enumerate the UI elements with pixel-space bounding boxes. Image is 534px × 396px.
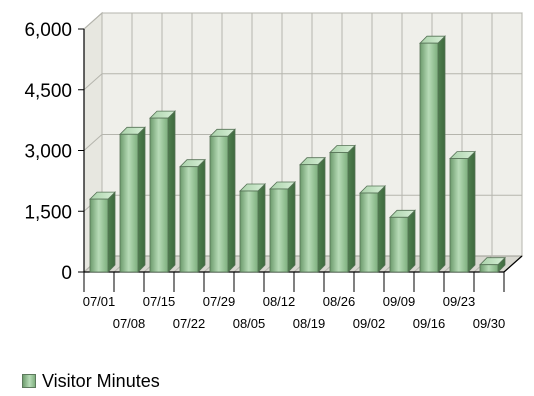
bar	[179, 158, 206, 273]
bar-front-face	[119, 133, 139, 273]
x-tick-label: 07/01	[83, 294, 116, 309]
x-tick-label: 09/23	[443, 294, 476, 309]
bar	[389, 209, 416, 273]
bar-side-face	[437, 35, 446, 273]
bar-side-face	[467, 150, 476, 273]
x-tick-label: 07/08	[113, 316, 146, 331]
x-tick-label: 07/22	[173, 316, 206, 331]
bar-front-face	[209, 135, 229, 273]
bar	[89, 191, 116, 273]
bar	[329, 144, 356, 273]
bar-side-face	[377, 185, 386, 273]
bar-side-face	[167, 110, 176, 273]
x-tick-label: 09/30	[473, 316, 506, 331]
x-tick-label: 08/05	[233, 316, 266, 331]
bar-front-face	[269, 188, 289, 273]
bar-front-face	[419, 42, 439, 273]
bar	[239, 183, 266, 273]
bar-front-face	[149, 117, 169, 273]
legend-label: Visitor Minutes	[42, 370, 160, 391]
x-tick-label: 08/26	[323, 294, 356, 309]
x-axis-depth-line	[503, 255, 523, 273]
x-tick-label: 08/12	[263, 294, 296, 309]
bar	[299, 156, 326, 273]
bar-side-face	[257, 183, 266, 273]
bar	[269, 181, 296, 273]
y-tick-label: 6,000	[24, 20, 72, 41]
grid-line-side	[83, 12, 103, 30]
bar	[119, 126, 146, 273]
bar	[359, 185, 386, 273]
grid-line-side	[83, 134, 103, 151]
x-axis-ticks: 07/01 07/08 07/15 07/22 07/29 08/05 08/12 08/19…	[83, 272, 506, 331]
bar-front-face	[89, 198, 109, 273]
bar	[149, 110, 176, 273]
y-tick-label: 1,500	[24, 202, 72, 223]
bar-front-face	[329, 152, 349, 273]
x-tick-label: 07/15	[143, 294, 176, 309]
bars-group	[89, 35, 506, 273]
bar	[449, 150, 476, 273]
bar-side-face	[107, 191, 116, 273]
bar-side-face	[227, 128, 236, 273]
bar-front-face	[299, 164, 319, 273]
bar-front-face	[389, 216, 409, 273]
bar-front-face	[179, 166, 199, 273]
y-tick-label: 0	[61, 263, 72, 284]
bar-side-face	[347, 144, 356, 273]
bar-front-face	[449, 158, 469, 273]
bar-side-face	[137, 126, 146, 273]
bar	[209, 128, 236, 273]
y-tick-label: 3,000	[24, 142, 72, 163]
x-tick-label: 07/29	[203, 294, 236, 309]
x-tick-label: 08/19	[293, 316, 326, 331]
bar-front-face	[479, 264, 499, 273]
bar-side-face	[317, 156, 326, 273]
bar	[419, 35, 446, 273]
bar	[479, 256, 506, 273]
grid-line-side	[83, 73, 103, 91]
legend: Visitor Minutes	[22, 370, 160, 392]
x-tick-label: 09/09	[383, 294, 416, 309]
bar-side-face	[407, 209, 416, 273]
y-tick-label: 4,500	[24, 81, 72, 102]
bar-front-face	[239, 190, 259, 273]
legend-swatch	[22, 374, 36, 388]
bar-front-face	[359, 192, 379, 273]
x-tick-label: 09/16	[413, 316, 446, 331]
x-tick-label: 09/02	[353, 316, 386, 331]
y-axis-ticks: 0 1,500 3,000 4,500 6,000	[24, 20, 84, 284]
bar-side-face	[197, 158, 206, 273]
bar-side-face	[287, 181, 296, 273]
